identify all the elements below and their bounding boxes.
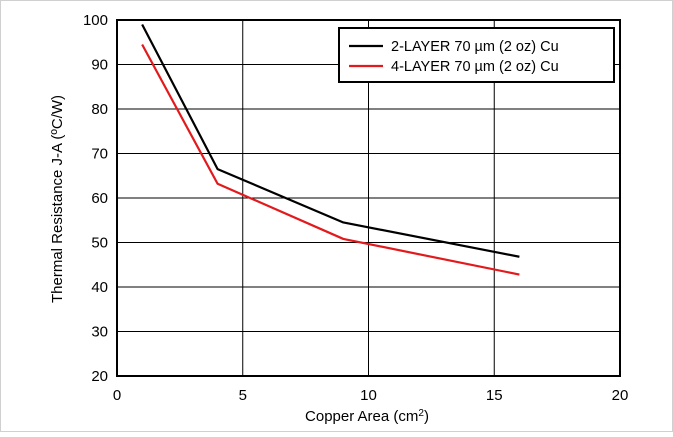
x-tick-label: 5	[239, 387, 247, 404]
y-tick-label: 20	[91, 368, 108, 385]
legend-label-1: 2-LAYER 70 µm (2 oz) Cu	[391, 39, 559, 55]
x-tick-label: 15	[486, 387, 503, 404]
y-tick-label: 30	[91, 324, 108, 341]
y-axis-title: Thermal Resistance J-A (ºC/W)	[49, 95, 66, 303]
x-axis-title-text: Copper Area (cm	[305, 408, 418, 425]
y-tick-label: 90	[91, 57, 108, 74]
chart-legend: 2-LAYER 70 µm (2 oz) Cu 4-LAYER 70 µm (2 …	[338, 27, 615, 83]
legend-label-2: 4-LAYER 70 µm (2 oz) Cu	[391, 59, 559, 75]
y-tick-label: 40	[91, 279, 108, 296]
y-tick-label: 80	[91, 101, 108, 118]
series-line-2	[141, 43, 520, 276]
x-tick-label: 10	[360, 387, 377, 404]
y-tick-label: 50	[91, 235, 108, 252]
series-line-1	[141, 23, 520, 258]
y-tick-label: 60	[91, 190, 108, 207]
legend-box	[338, 27, 615, 83]
x-tick-label: 0	[113, 387, 121, 404]
tick-labels: 0 5 10 15 20 20 30 40 50 60 70 80 90 100	[83, 12, 628, 404]
x-axis-title-suffix: )	[424, 408, 429, 425]
y-tick-label: 70	[91, 146, 108, 163]
y-tick-label: 100	[83, 12, 108, 29]
x-axis-title: Copper Area (cm2)	[305, 408, 429, 426]
plot-area-border	[116, 19, 621, 377]
x-tick-label: 20	[612, 387, 629, 404]
data-series	[141, 23, 520, 276]
x-axis-title-superscript: 2	[418, 408, 424, 419]
